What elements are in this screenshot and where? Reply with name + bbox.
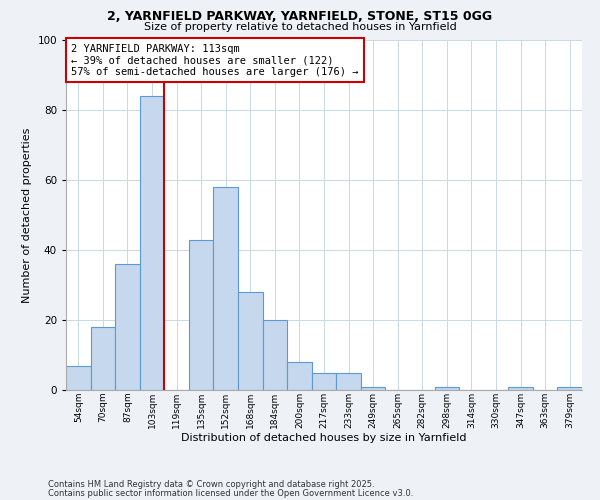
- Bar: [336, 372, 361, 390]
- Text: Contains public sector information licensed under the Open Government Licence v3: Contains public sector information licen…: [48, 488, 413, 498]
- Text: Size of property relative to detached houses in Yarnfield: Size of property relative to detached ho…: [143, 22, 457, 32]
- Text: 2 YARNFIELD PARKWAY: 113sqm
← 39% of detached houses are smaller (122)
57% of se: 2 YARNFIELD PARKWAY: 113sqm ← 39% of det…: [71, 44, 359, 76]
- Bar: [557, 386, 582, 390]
- Bar: [287, 362, 312, 390]
- Bar: [214, 187, 238, 390]
- Bar: [91, 327, 115, 390]
- Bar: [189, 240, 214, 390]
- Text: 2, YARNFIELD PARKWAY, YARNFIELD, STONE, ST15 0GG: 2, YARNFIELD PARKWAY, YARNFIELD, STONE, …: [107, 10, 493, 23]
- Bar: [140, 96, 164, 390]
- Text: Contains HM Land Registry data © Crown copyright and database right 2025.: Contains HM Land Registry data © Crown c…: [48, 480, 374, 489]
- Bar: [312, 372, 336, 390]
- Bar: [115, 264, 140, 390]
- Y-axis label: Number of detached properties: Number of detached properties: [22, 128, 32, 302]
- Bar: [263, 320, 287, 390]
- Bar: [238, 292, 263, 390]
- Bar: [361, 386, 385, 390]
- Bar: [508, 386, 533, 390]
- Bar: [434, 386, 459, 390]
- Bar: [66, 366, 91, 390]
- X-axis label: Distribution of detached houses by size in Yarnfield: Distribution of detached houses by size …: [181, 434, 467, 444]
